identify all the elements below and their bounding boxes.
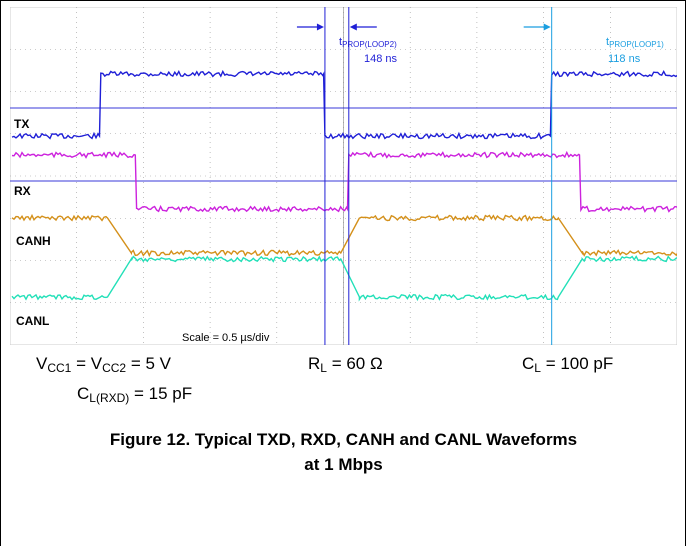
series-label-tx: TX: [14, 117, 29, 131]
plot-markers: [296, 7, 553, 345]
arrow-loop2-left-head: [316, 23, 324, 31]
param-cl-rxd: CL(RXD) = 15 pF: [77, 384, 193, 405]
param-rl: RL = 60 Ω: [308, 354, 383, 375]
param-cl: CL = 100 pF: [522, 354, 614, 375]
oscilloscope-plot: TX RX CANH CANL tPROP(LOOP2) 148 ns tPRO…: [10, 7, 677, 345]
arrow-loop1-left-head: [543, 23, 551, 31]
annotation-loop1-value: 118 ns: [608, 53, 641, 65]
series-label-rx: RX: [14, 184, 31, 198]
series-label-canh: CANH: [16, 234, 51, 248]
trace-canl: [11, 255, 677, 302]
trace-tx: [11, 69, 677, 140]
figure-caption-line1: Figure 12. Typical TXD, RXD, CANH and CA…: [109, 430, 578, 449]
plot-traces: [10, 69, 677, 302]
annotation-loop2-value: 148 ns: [364, 53, 398, 65]
figure-caption-line2: at 1 Mbps: [304, 455, 383, 474]
arrow-loop2-right-head: [349, 23, 357, 31]
annotation-loop1-label: tPROP(LOOP1): [606, 36, 664, 49]
scale-label: Scale = 0.5 µs/div: [182, 332, 270, 344]
plot-grid: [10, 7, 677, 345]
annotation-loop2-label: tPROP(LOOP2): [339, 36, 397, 49]
param-vcc: VCC1 = VCC2 = 5 V: [36, 354, 171, 375]
trace-canh: [11, 213, 677, 258]
series-label-canl: CANL: [16, 314, 49, 328]
trace-rx: [11, 150, 677, 213]
